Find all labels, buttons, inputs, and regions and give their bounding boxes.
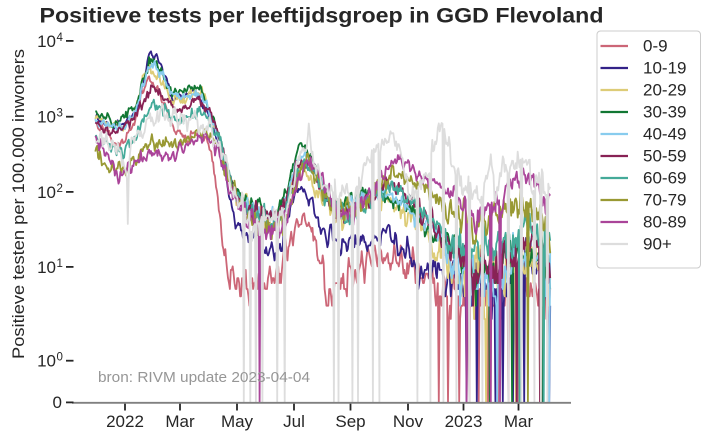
svg-text:10: 10	[37, 108, 56, 127]
svg-text:Positieve testen per 100.000 i: Positieve testen per 100.000 inwoners	[10, 49, 28, 359]
svg-text:10: 10	[37, 32, 56, 51]
svg-text:Positieve tests per leeftijdsg: Positieve tests per leeftijdsgroep in GG…	[40, 5, 604, 28]
svg-text:10: 10	[37, 352, 56, 371]
svg-text:Mar: Mar	[504, 412, 534, 431]
svg-text:May: May	[221, 412, 254, 431]
svg-text:Nov: Nov	[393, 412, 424, 431]
svg-text:4: 4	[57, 32, 64, 44]
svg-text:10-19: 10-19	[643, 59, 686, 78]
svg-text:Jul: Jul	[283, 412, 305, 431]
svg-text:0: 0	[53, 393, 62, 412]
svg-text:2: 2	[57, 183, 63, 195]
svg-text:40-49: 40-49	[643, 125, 686, 144]
svg-text:70-79: 70-79	[643, 191, 686, 210]
svg-text:10: 10	[37, 183, 56, 202]
svg-text:0: 0	[57, 352, 63, 364]
svg-text:10: 10	[37, 258, 56, 277]
svg-text:30-39: 30-39	[643, 103, 686, 122]
svg-text:2023: 2023	[445, 412, 483, 431]
svg-text:20-29: 20-29	[643, 81, 686, 100]
svg-text:2022: 2022	[106, 412, 144, 431]
svg-text:bron: RIVM update 2023-04-04: bron: RIVM update 2023-04-04	[98, 370, 310, 386]
svg-text:Mar: Mar	[165, 412, 195, 431]
svg-text:90+: 90+	[643, 235, 672, 254]
svg-text:Sep: Sep	[335, 412, 365, 431]
svg-text:3: 3	[57, 108, 63, 120]
svg-text:60-69: 60-69	[643, 169, 686, 188]
svg-text:80-89: 80-89	[643, 213, 686, 232]
svg-text:0-9: 0-9	[643, 37, 668, 56]
svg-text:1: 1	[57, 258, 63, 270]
svg-text:50-59: 50-59	[643, 147, 686, 166]
